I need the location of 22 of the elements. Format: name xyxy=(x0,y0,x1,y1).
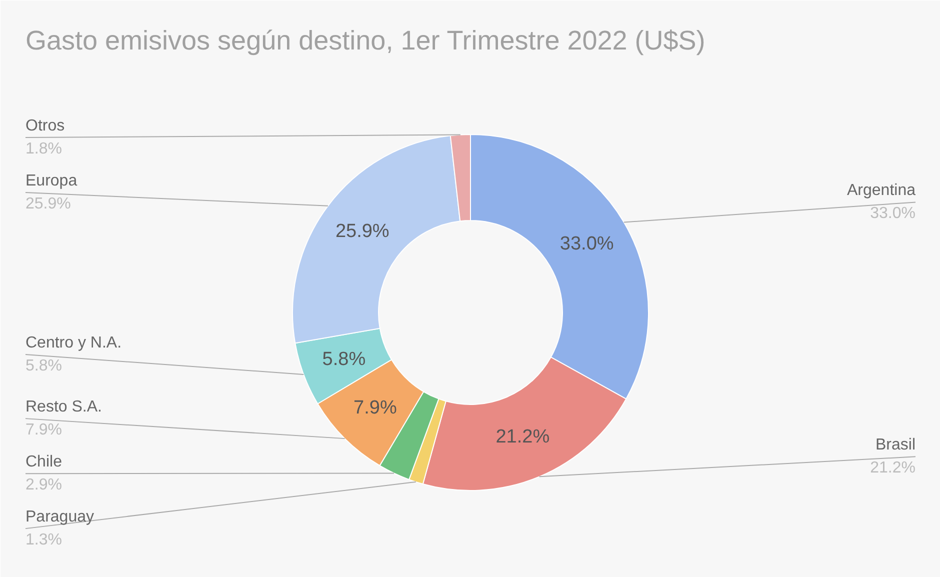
slice-label: Chile xyxy=(26,454,62,471)
slice-label: Resto S.A. xyxy=(26,398,102,416)
data-label: 1.8% xyxy=(26,140,62,158)
data-label: 2.9% xyxy=(26,476,62,494)
data-label: 21.2% xyxy=(496,426,550,448)
slice-label: Centro y N.A. xyxy=(26,334,122,352)
slice-label: Argentina xyxy=(847,182,916,200)
text: 5.8% xyxy=(26,357,62,374)
slice-label: Europa xyxy=(26,172,78,190)
data-label: 25.9% xyxy=(335,221,390,242)
text: 33.0% xyxy=(870,205,916,222)
text: 21.2% xyxy=(870,460,916,477)
data-label: 7.9% xyxy=(354,398,397,419)
slice-label: Otros xyxy=(26,118,65,134)
slice-label: Paraguay xyxy=(26,508,94,526)
text: 25.9% xyxy=(26,196,71,212)
slice-label: Brasil xyxy=(875,436,916,454)
data-label: 33.0% xyxy=(560,234,614,255)
chart-title: Gasto emisivos según destino, 1er Trimestre 2022 (U$S) xyxy=(26,26,706,56)
data-label: 1.3% xyxy=(26,532,62,549)
text: 7.9% xyxy=(26,422,62,439)
data-label: 5.8% xyxy=(322,349,366,370)
